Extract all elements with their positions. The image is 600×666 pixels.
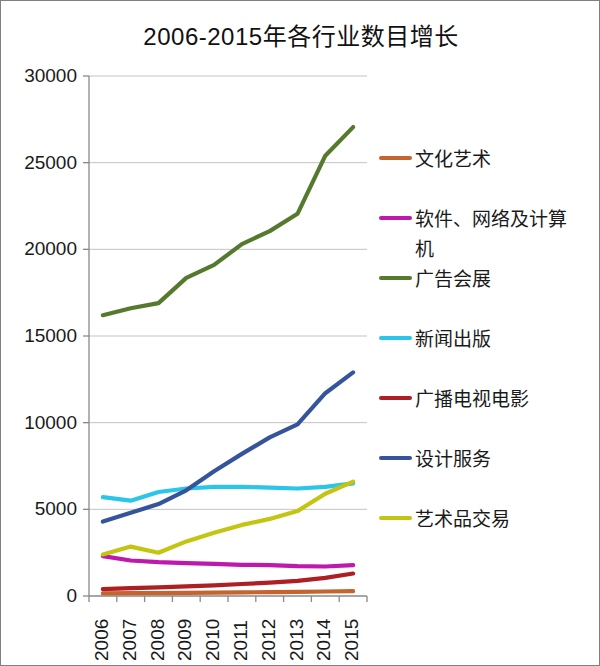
legend-swatch-icon [379, 516, 412, 520]
legend-item: 广告会展 [379, 265, 589, 295]
legend-item: 艺术品交易 [379, 505, 589, 535]
legend-label: 广播电视电影 [415, 385, 580, 415]
series-line-艺术品交易 [103, 482, 353, 555]
x-tick-label: 2009 [175, 603, 195, 661]
y-tick-label: 5000 [1, 498, 77, 520]
line-chart-container: 2006-2015年各行业数目增长 0500010000150002000025… [0, 0, 600, 666]
y-tick-label: 30000 [1, 65, 77, 87]
legend-item: 文化艺术 [379, 145, 589, 175]
legend-swatch-icon [379, 336, 412, 340]
legend-label: 软件、网络及计算机 [415, 205, 580, 265]
legend-label: 设计服务 [415, 445, 580, 475]
y-tick-label: 10000 [1, 412, 77, 434]
legend-swatch-icon [379, 456, 412, 460]
series-line-广播电视电影 [103, 574, 353, 590]
y-tick-label: 15000 [1, 325, 77, 347]
x-tick-label: 2012 [259, 603, 279, 661]
legend-label: 新闻出版 [415, 325, 580, 355]
legend-swatch-icon [379, 156, 412, 160]
x-tick-label: 2007 [120, 603, 140, 661]
legend-label: 艺术品交易 [415, 505, 580, 535]
y-tick-label: 20000 [1, 238, 77, 260]
x-tick-label: 2008 [148, 603, 168, 661]
x-tick-label: 2006 [92, 603, 112, 661]
legend-label: 文化艺术 [415, 145, 580, 175]
legend-item: 新闻出版 [379, 325, 589, 355]
x-tick-label: 2013 [287, 603, 307, 661]
y-tick-label: 25000 [1, 152, 77, 174]
series-line-软件、网络及计算机 [103, 556, 353, 566]
x-tick-label: 2010 [203, 603, 223, 661]
legend-item: 设计服务 [379, 445, 589, 475]
legend-swatch-icon [379, 216, 412, 220]
legend-swatch-icon [379, 276, 412, 280]
x-tick-label: 2014 [314, 603, 334, 661]
legend-swatch-icon [379, 396, 412, 400]
legend-item: 软件、网络及计算机 [379, 205, 589, 265]
x-tick-label: 2011 [231, 603, 251, 661]
y-tick-label: 0 [1, 585, 77, 607]
legend-label: 广告会展 [415, 265, 580, 295]
x-tick-label: 2015 [342, 603, 362, 661]
legend-item: 广播电视电影 [379, 385, 589, 415]
series-line-文化艺术 [103, 591, 353, 593]
series-line-广告会展 [103, 127, 353, 315]
